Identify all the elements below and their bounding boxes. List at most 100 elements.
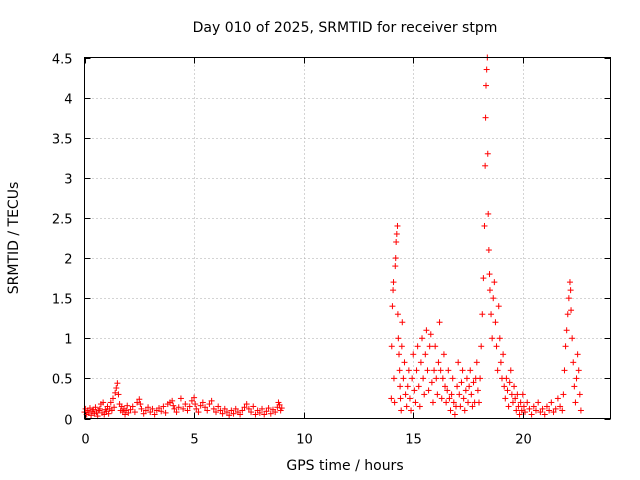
data-point [509,399,516,406]
data-point [543,403,550,410]
data-point [414,343,421,350]
data-point [564,311,571,318]
data-point [570,359,577,366]
data-point [530,403,537,410]
data-point [392,255,399,262]
data-point [518,407,525,414]
data-point [512,395,519,402]
data-point [504,387,511,394]
data-point [422,351,429,358]
data-point [396,367,403,374]
data-point [217,407,224,414]
data-point [569,335,576,342]
data-point [520,403,527,410]
data-point [420,375,427,382]
data-point [263,408,270,415]
data-point [412,399,419,406]
grid [84,57,611,419]
data-point [182,401,189,408]
data-point [241,404,248,411]
data-point [221,405,228,412]
data-point [213,409,219,416]
data-point [147,409,154,416]
data-point [131,409,138,416]
data-point [252,411,259,418]
data-point [561,367,568,374]
data-point [112,389,119,396]
data-point [171,405,178,412]
data-point [474,387,481,394]
data-point [502,395,509,402]
data-point [480,275,487,282]
data-point [477,375,484,382]
data-point [476,399,482,406]
data-point [459,367,466,374]
data-point [393,239,400,246]
data-point [390,375,397,382]
data-point [158,408,165,415]
data-point [122,411,129,418]
data-point [208,397,215,404]
data-point [105,410,112,417]
data-point [503,375,510,382]
data-point [433,375,440,382]
data-point [92,404,99,411]
data-point [539,405,546,412]
data-point [394,222,401,229]
data-point [465,399,472,406]
y-tick-label: 3.5 [52,133,73,148]
data-point [448,391,455,398]
data-point [494,367,501,374]
x-tick-label: 10 [296,433,313,448]
data-point [455,359,462,366]
data-point [400,375,407,382]
data-point [403,403,410,410]
x-tick-label: 5 [190,433,198,448]
data-point [226,412,233,419]
data-point [495,303,502,310]
data-point [191,394,198,401]
data-point [162,409,169,416]
data-point [457,403,464,410]
data-point [417,359,424,366]
data-point [575,367,582,374]
data-point [175,404,182,411]
data-point [388,343,395,350]
y-tick-label: 2 [64,253,72,268]
data-point [439,375,446,382]
data-point [267,410,274,417]
data-point [151,411,158,418]
y-tick-label: 1 [64,333,72,348]
data-point [265,405,272,412]
data-point [470,379,477,386]
data-point [554,395,561,402]
data-point [571,383,578,390]
data-point [436,319,443,326]
data-point [411,387,418,394]
data-point [272,409,279,416]
data-point [557,403,564,410]
data-point [142,407,149,414]
data-point [490,295,497,302]
chart-title: Day 010 of 2025, SRMTID for receiver stp… [193,20,498,36]
data-point [497,359,504,366]
data-point [478,343,485,350]
data-point [199,399,206,406]
data-point [423,327,430,334]
data-point [402,391,409,398]
data-point [437,367,444,374]
data-point [548,399,555,406]
data-point [535,399,542,406]
data-point [188,397,195,404]
data-point [276,401,283,408]
data-point [107,399,114,406]
data-point [574,351,581,358]
axis-ticks: 0 5 10 15 20 0 0.5 1 1.5 2 2.5 3 3.5 4 4.5 [52,53,611,448]
data-point [449,375,456,382]
data-point [532,407,539,414]
data-point [462,387,469,394]
y-tick-label: 0 [64,414,72,429]
data-point [559,407,566,414]
y-tick-label: 4 [64,93,72,108]
data-point [451,411,458,418]
